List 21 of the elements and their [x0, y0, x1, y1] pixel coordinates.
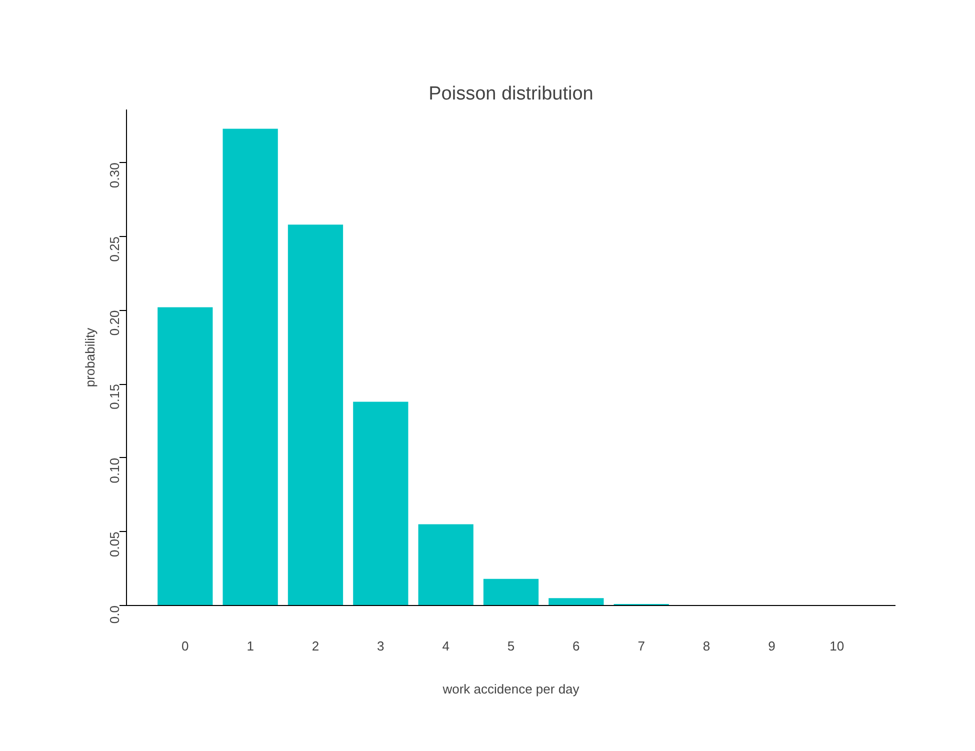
- x-tick-label: 7: [638, 638, 645, 654]
- y-tick-label: 0.10: [107, 458, 122, 484]
- x-tick-label: 2: [312, 638, 320, 654]
- x-tick-label: 6: [572, 638, 580, 654]
- y-tick-label: 0.15: [107, 384, 122, 410]
- x-tick-label: 10: [830, 638, 844, 654]
- x-tick-label: 1: [246, 638, 254, 654]
- x-tick-label: 8: [702, 638, 710, 654]
- x-tick-label: 3: [377, 638, 384, 654]
- y-tick-label: 0.05: [107, 532, 122, 557]
- y-axis-title: probability: [82, 327, 98, 388]
- x-tick-label: 5: [507, 638, 515, 654]
- x-axis-title: work accidence per day: [442, 682, 580, 696]
- y-tick-label: 0.20: [107, 310, 122, 336]
- chart-title: Poisson distribution: [428, 84, 594, 104]
- x-tick-label: 9: [768, 638, 776, 654]
- y-tick-label: 0.30: [107, 162, 122, 188]
- y-tick-label: 0.0: [107, 605, 122, 624]
- y-tick-label: 0.25: [107, 236, 122, 262]
- x-tick-label: 0: [182, 638, 189, 654]
- x-tick-label: 4: [442, 638, 450, 654]
